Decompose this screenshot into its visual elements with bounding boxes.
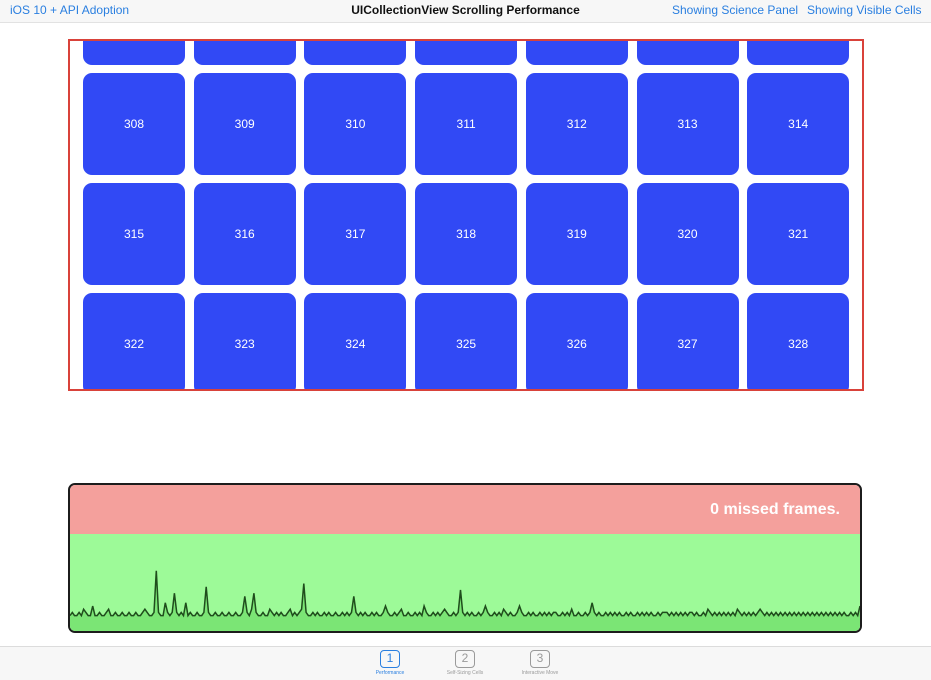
collection-cell[interactable]: 325 bbox=[415, 293, 518, 389]
cell-number: 323 bbox=[234, 337, 255, 351]
collection-cell[interactable]: 328 bbox=[747, 293, 850, 389]
collection-cell[interactable]: 308 bbox=[83, 73, 185, 175]
collection-cell[interactable]: 312 bbox=[525, 73, 628, 175]
cell-number: 312 bbox=[566, 117, 587, 131]
collection-cell[interactable]: 326 bbox=[525, 293, 628, 389]
cell-number: 325 bbox=[456, 337, 477, 351]
collection-cell[interactable]: 310 bbox=[304, 73, 407, 175]
collection-cell[interactable]: 311 bbox=[415, 73, 518, 175]
collection-cell[interactable]: 319 bbox=[525, 183, 628, 285]
tab-label: Self-Sizing Cells bbox=[446, 670, 484, 676]
science-panel: 0 missed frames. bbox=[68, 483, 862, 633]
collection-cell[interactable] bbox=[83, 41, 185, 65]
tab-self-sizing-cells[interactable]: 2 Self-Sizing Cells bbox=[425, 650, 505, 676]
cell-number: 317 bbox=[345, 227, 366, 241]
missed-frames-band: 0 missed frames. bbox=[70, 485, 860, 534]
cell-number: 318 bbox=[456, 227, 477, 241]
tab-interactive-move[interactable]: 3 Interactive Move bbox=[500, 650, 580, 676]
cell-number: 322 bbox=[123, 337, 145, 351]
cell-number: 311 bbox=[456, 117, 476, 131]
tab-number-icon: 2 bbox=[455, 650, 475, 668]
collection-cell[interactable] bbox=[747, 41, 850, 65]
cell-number: 321 bbox=[788, 227, 809, 241]
tab-number-icon: 3 bbox=[530, 650, 550, 668]
collection-cell[interactable] bbox=[415, 41, 518, 65]
back-button[interactable]: iOS 10 + API Adoption bbox=[10, 3, 130, 17]
collection-cell[interactable]: 320 bbox=[636, 183, 739, 285]
cell-number: 319 bbox=[566, 227, 587, 241]
frame-time-area bbox=[70, 570, 860, 631]
tab-performance[interactable]: 1 Performance bbox=[350, 650, 430, 676]
missed-frames-label: 0 missed frames. bbox=[710, 501, 840, 518]
cell-number: 313 bbox=[677, 117, 698, 131]
science-panel-toggle[interactable]: Showing Science Panel bbox=[672, 3, 799, 17]
collection-cell[interactable]: 324 bbox=[304, 293, 407, 389]
cell-number: 310 bbox=[345, 117, 366, 131]
cell-number: 324 bbox=[345, 337, 366, 351]
cell-number: 309 bbox=[234, 117, 255, 131]
frame-time-graph bbox=[70, 570, 860, 631]
collection-cell[interactable]: 318 bbox=[415, 183, 518, 285]
tab-bar: 1 Performance 2 Self-Sizing Cells 3 Interacti… bbox=[0, 646, 931, 680]
tab-label: Performance bbox=[375, 670, 405, 676]
tab-number-icon: 1 bbox=[380, 650, 400, 668]
collection-cell[interactable] bbox=[525, 41, 628, 65]
cell-number: 328 bbox=[788, 337, 809, 351]
frame-time-line bbox=[70, 570, 860, 618]
collection-cell[interactable] bbox=[193, 41, 296, 65]
cell-number: 315 bbox=[123, 227, 145, 241]
cell-number: 320 bbox=[677, 227, 698, 241]
collection-cell[interactable]: 316 bbox=[193, 183, 296, 285]
cell-number: 314 bbox=[788, 117, 809, 131]
cell-number: 327 bbox=[677, 337, 698, 351]
collection-cell[interactable]: 317 bbox=[304, 183, 407, 285]
collection-cell[interactable] bbox=[636, 41, 739, 65]
collection-cell[interactable]: 323 bbox=[193, 293, 296, 389]
collection-cell[interactable]: 321 bbox=[747, 183, 850, 285]
collection-cell[interactable]: 327 bbox=[636, 293, 739, 389]
collection-cell[interactable]: 313 bbox=[636, 73, 739, 175]
tab-label: Interactive Move bbox=[521, 670, 559, 676]
visible-cells-toggle[interactable]: Showing Visible Cells bbox=[807, 3, 922, 17]
collection-cell[interactable]: 315 bbox=[83, 183, 185, 285]
collection-cell[interactable]: 309 bbox=[193, 73, 296, 175]
cell-number: 308 bbox=[123, 117, 145, 131]
navigation-bar: iOS 10 + API Adoption UICollectionView S… bbox=[0, 0, 931, 23]
collection-view[interactable]: 308 309 310 311 312 313 314 315 316 317 318 319 320 3… bbox=[68, 39, 864, 391]
cell-number: 316 bbox=[234, 227, 255, 241]
collection-cell[interactable]: 314 bbox=[747, 73, 850, 175]
cell-number: 326 bbox=[566, 337, 587, 351]
collection-cell[interactable] bbox=[304, 41, 407, 65]
collection-cell[interactable]: 322 bbox=[83, 293, 185, 389]
